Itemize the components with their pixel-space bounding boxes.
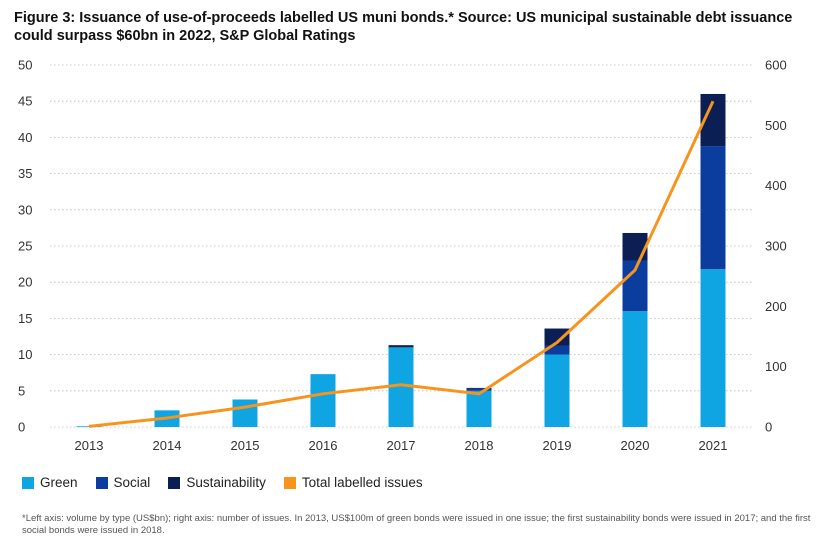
legend-swatch: [22, 476, 34, 489]
bar-sustainability-2018: [466, 387, 492, 389]
legend-label: Social: [113, 475, 151, 490]
line-total-labelled-issues: [88, 100, 715, 428]
bar-social-2021: [700, 146, 726, 270]
left-axis-tick-label: 45: [18, 94, 32, 109]
bar-social-2018: [466, 388, 492, 391]
left-axis-tick-label: 20: [18, 275, 32, 290]
left-axis-tick-label: 5: [18, 383, 25, 398]
left-axis-tick-label: 25: [18, 239, 32, 254]
legend-item-green: Green: [22, 475, 78, 490]
right-axis-ticks: 0 100 200 300 400 500 600: [765, 58, 787, 435]
right-axis-tick-label: 400: [765, 178, 787, 193]
legend-swatch: [283, 476, 296, 489]
right-axis-tick-label: 0: [765, 420, 772, 435]
x-axis-tick-label: 2020: [621, 438, 650, 453]
right-axis-tick-label: 100: [765, 359, 787, 374]
left-axis-tick-label: 40: [18, 130, 32, 145]
chart-title: Figure 3: Issuance of use-of-proceeds la…: [14, 10, 793, 44]
x-axis-tick-label: 2013: [75, 438, 104, 453]
x-axis-tick-label: 2021: [699, 438, 728, 453]
legend-label: Green: [40, 475, 78, 490]
x-axis-tick-label: 2015: [231, 438, 260, 453]
legend-item-sustainability: Sustainability: [168, 475, 266, 490]
bar-green-2018: [466, 390, 492, 427]
x-axis-tick-label: 2014: [153, 438, 182, 453]
left-axis-tick-label: 10: [18, 347, 32, 362]
legend-item-social: Social: [95, 475, 151, 490]
bar-green-2015: [232, 399, 258, 427]
legend-label: Total labelled issues: [301, 475, 423, 490]
legend: Green Social Sustainability Total labell…: [22, 475, 441, 490]
left-axis-ticks: 0 5 10 15 20 25 30 35 40 45 50: [18, 58, 32, 435]
x-axis-tick-label: 2019: [543, 438, 572, 453]
legend-label: Sustainability: [186, 475, 266, 490]
left-axis-tick-label: 0: [18, 420, 25, 435]
left-axis-tick-label: 15: [18, 311, 32, 326]
bar-green-2016: [310, 374, 336, 427]
legend-item-total-issues: Total labelled issues: [283, 475, 423, 490]
bar-sustainability-2017: [388, 345, 414, 348]
bar-green-2019: [544, 354, 570, 427]
right-axis-tick-label: 300: [765, 239, 787, 254]
footnote: *Left axis: volume by type (US$bn); righ…: [22, 513, 811, 536]
left-axis-tick-label: 30: [18, 202, 32, 217]
bar-sustainability-2020: [622, 232, 648, 261]
right-axis-tick-label: 500: [765, 118, 787, 133]
x-axis-ticks: 2013 2014 2015 2016 2017 2018 2019 2020 2021: [75, 438, 728, 453]
x-axis-tick-label: 2016: [309, 438, 338, 453]
bar-green-2020: [622, 311, 648, 427]
line-series: [88, 100, 715, 428]
left-axis-tick-label: 50: [18, 58, 32, 73]
bar-social-2019: [544, 345, 570, 355]
bar-green-2021: [700, 269, 726, 427]
right-axis-tick-label: 200: [765, 299, 787, 314]
legend-swatch: [168, 476, 181, 489]
bar-green-2013: [76, 426, 102, 428]
chart-canvas: 0 5 10 15 20 25 30 35 40 45 50 0 100 200 300 400 500 600…: [18, 58, 787, 454]
bar-sustainability-2019: [544, 328, 570, 346]
right-axis-tick-label: 600: [765, 58, 787, 73]
x-axis-tick-label: 2017: [387, 438, 416, 453]
legend-swatch: [95, 476, 108, 489]
bar-group: [76, 93, 726, 428]
x-axis-tick-label: 2018: [465, 438, 494, 453]
left-axis-tick-label: 35: [18, 166, 32, 181]
